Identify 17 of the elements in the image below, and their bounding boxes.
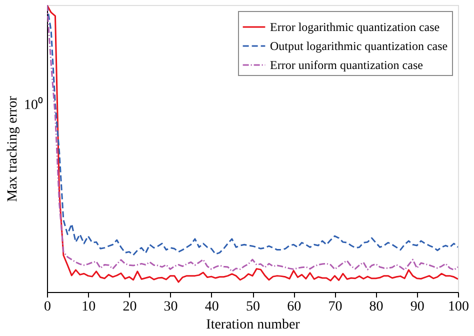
- legend-label: Output logarithmic quantization case: [270, 39, 448, 53]
- x-tick-label: 100: [448, 300, 469, 314]
- x-tick-label: 30: [164, 300, 178, 314]
- x-tick-label: 80: [369, 300, 384, 314]
- legend-label: Error uniform quantization case: [270, 58, 423, 72]
- x-tick-label: 70: [328, 300, 342, 314]
- y-axis-title: Max tracking error: [6, 96, 20, 202]
- text: 10⁰: [24, 97, 43, 113]
- x-tick-label: 10: [82, 300, 96, 314]
- x-tick-label: 50: [246, 300, 260, 314]
- x-tick-label: 20: [122, 300, 137, 314]
- x-tick-label: 90: [410, 300, 424, 314]
- x-tick-label: 40: [204, 300, 219, 314]
- x-tick-label: 60: [287, 300, 302, 314]
- x-tick-label: 0: [44, 300, 51, 314]
- x-axis-title: Iteration number: [206, 318, 300, 332]
- legend-label: Error logarithmic quantization case: [270, 20, 440, 34]
